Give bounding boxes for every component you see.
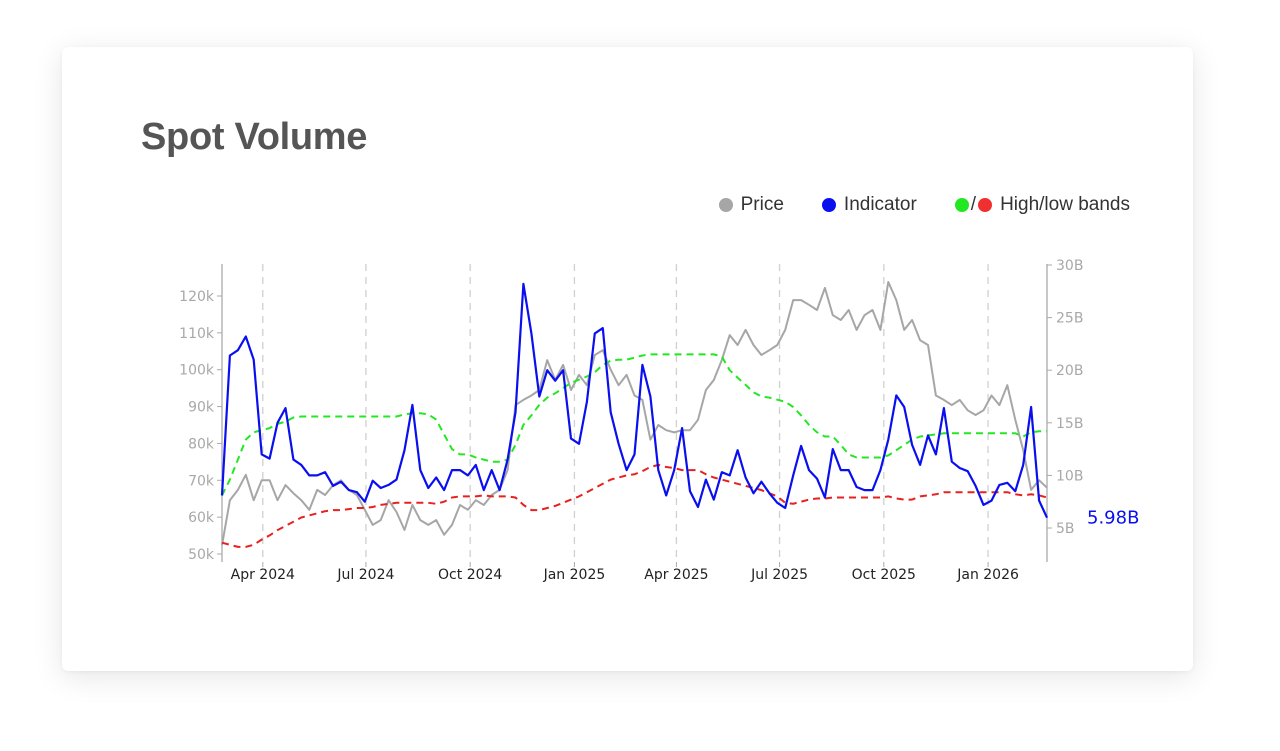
right-tick-label: 15B	[1056, 416, 1083, 432]
price-line	[221, 281, 1048, 546]
legend-label-indicator: Indicator	[843, 194, 917, 215]
right-tick-label: 5B	[1056, 521, 1075, 537]
indicator-dot-icon	[821, 198, 836, 212]
left-tick-label: 120k	[179, 289, 215, 305]
left-tick-label: 50k	[188, 547, 215, 563]
high-band-line	[221, 353, 1047, 496]
x-tick-label: Jan 2025	[543, 567, 606, 583]
x-tick-label: Jul 2024	[336, 567, 394, 583]
left-tick-label: 80k	[188, 436, 215, 452]
legend-item-indicator[interactable]: Indicator	[821, 194, 917, 216]
right-tick-label: 25B	[1056, 311, 1083, 327]
right-tick-label: 10B	[1056, 468, 1083, 484]
left-tick-label: 110k	[179, 326, 215, 342]
legend-item-price[interactable]: Price	[718, 194, 784, 216]
indicator-line	[220, 282, 1048, 519]
page-title: Spot Volume	[141, 116, 368, 158]
legend-label-bands: High/low bands	[1000, 194, 1130, 215]
left-tick-label: 100k	[179, 363, 215, 379]
x-tick-label: Apr 2025	[644, 567, 708, 583]
x-tick-label: Oct 2024	[438, 567, 502, 583]
legend-label-price: Price	[740, 194, 784, 215]
legend-separator: /	[970, 194, 977, 215]
left-tick-label: 90k	[188, 400, 215, 416]
price-dot-icon	[718, 198, 733, 212]
gridlines	[262, 264, 989, 562]
series-lines	[220, 281, 1048, 548]
left-tick-label: 70k	[188, 473, 215, 489]
high-band-dot-icon	[954, 198, 969, 212]
low-band-dot-icon	[978, 198, 993, 212]
axis-labels: Apr 2024 Jul 2024 Oct 2024 Jan 2025 Apr 2025…	[179, 258, 1139, 583]
x-tick-label: Apr 2024	[231, 567, 295, 583]
chart-legend: Price Indicator / High/low bands	[681, 194, 1130, 216]
right-tick-label: 30B	[1056, 258, 1083, 274]
x-tick-label: Oct 2025	[852, 567, 916, 583]
low-band-line	[221, 463, 1048, 548]
x-tick-label: Jan 2026	[956, 567, 1019, 583]
x-tick-label: Jul 2025	[750, 567, 808, 583]
right-tick-label: 20B	[1056, 363, 1083, 379]
left-tick-label: 60k	[188, 510, 215, 526]
axes	[217, 264, 1052, 567]
last-value-label: 5.98B	[1087, 508, 1139, 529]
legend-item-bands[interactable]: / High/low bands	[954, 194, 1130, 216]
